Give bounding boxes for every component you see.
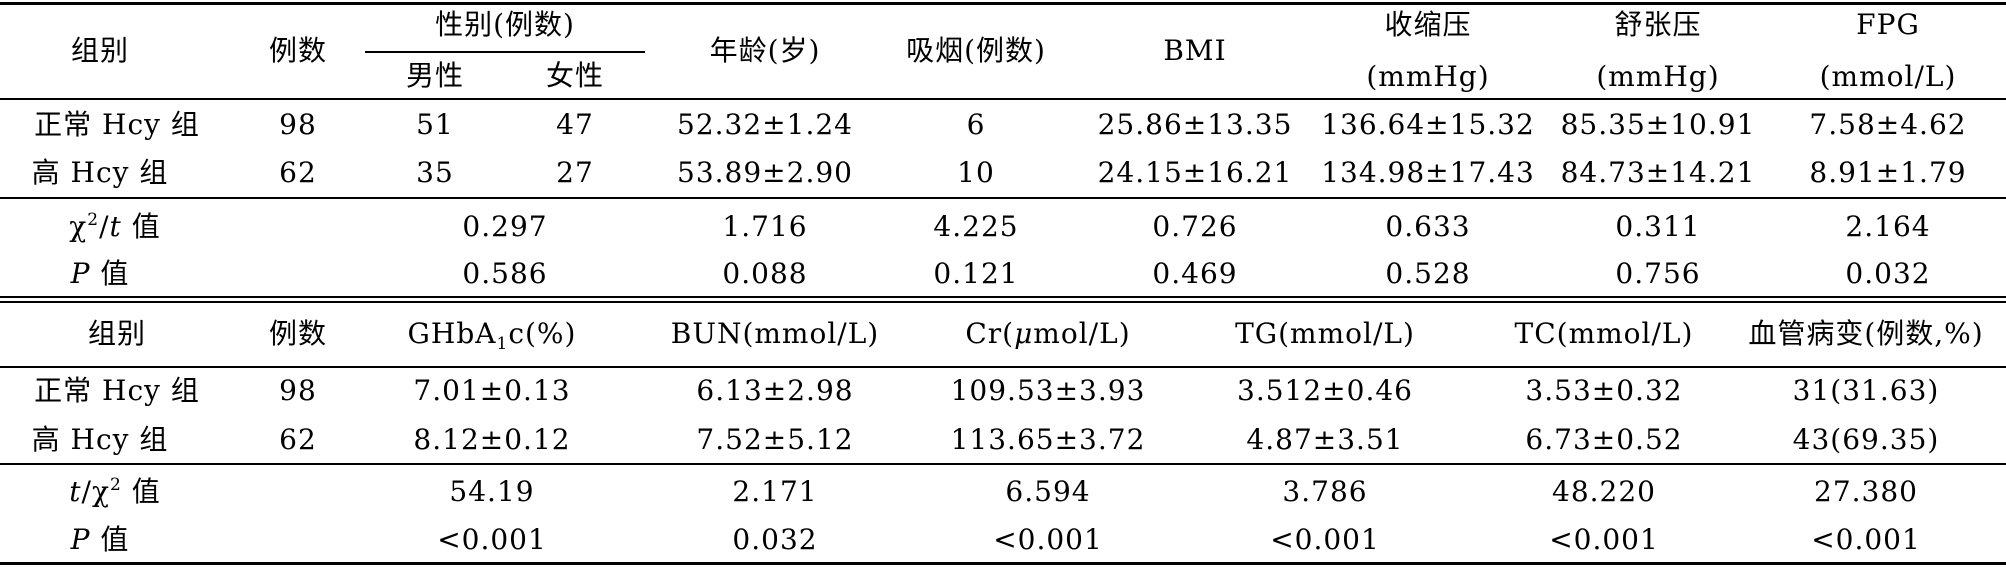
row2-sbp: 134.98±17.43: [1321, 156, 1535, 189]
p1-sbp: 0.528: [1385, 257, 1471, 290]
data-bottom-rule: [0, 197, 2006, 199]
stat1-age: 1.716: [722, 210, 808, 243]
row2-female: 27: [556, 156, 594, 189]
header-dbp-unit: (mmHg): [1596, 60, 1720, 93]
row3-cr: 109.53±3.93: [950, 374, 1146, 407]
row4-bun: 7.52±5.12: [696, 423, 854, 456]
header-sbp-unit: (mmHg): [1366, 60, 1490, 93]
row4-tc: 6.73±0.52: [1525, 423, 1683, 456]
header-bmi: BMI: [1163, 34, 1227, 67]
section-rule-bottom: [0, 301, 2006, 303]
stat1-sbp: 0.633: [1385, 210, 1471, 243]
row1-group: 正常 Hcy 组: [34, 108, 200, 141]
p2-cr: <0.001: [993, 523, 1103, 556]
row1-age: 52.32±1.24: [677, 108, 853, 141]
row3-ghba: 7.01±0.13: [413, 374, 571, 407]
section-rule-top: [0, 296, 2006, 298]
row2-bmi: 24.15±16.21: [1097, 156, 1293, 189]
row2-male: 35: [416, 156, 454, 189]
row3-tc: 3.53±0.32: [1525, 374, 1683, 407]
row1-bmi: 25.86±13.35: [1097, 108, 1293, 141]
p1-age: 0.088: [722, 257, 808, 290]
p1-smoke: 0.121: [933, 257, 1019, 290]
row3-tg: 3.512±0.46: [1237, 374, 1413, 407]
header-count: 例数: [268, 34, 328, 67]
stat2-ghba: 54.19: [449, 475, 535, 508]
sex-header-rule: [365, 51, 645, 53]
header-age: 年龄(岁): [709, 34, 821, 67]
stat2-bun: 2.171: [732, 475, 818, 508]
p2-label: P 值: [70, 523, 130, 556]
data2-bottom-rule: [0, 463, 2006, 465]
p1-sex: 0.586: [462, 257, 548, 290]
header-female: 女性: [545, 59, 605, 92]
row4-group: 高 Hcy 组: [31, 423, 169, 456]
header-sbp: 收缩压: [1384, 8, 1472, 41]
header2-bottom-rule: [0, 366, 2006, 368]
stat2-vasc: 27.380: [1814, 475, 1918, 508]
header2-tg: TG(mmol/L): [1235, 317, 1415, 350]
stat1-smoke: 4.225: [933, 210, 1019, 243]
stat1-dbp: 0.311: [1615, 210, 1701, 243]
row2-dbp: 84.73±14.21: [1560, 156, 1756, 189]
row4-count: 62: [279, 423, 317, 456]
row1-smoke: 6: [966, 108, 986, 141]
stat2-cr: 6.594: [1005, 475, 1091, 508]
row3-group: 正常 Hcy 组: [34, 374, 200, 407]
p2-ghba: <0.001: [437, 523, 547, 556]
stat2-label: t/χ2 值: [69, 475, 161, 508]
p1-dbp: 0.756: [1615, 257, 1701, 290]
p2-tg: <0.001: [1270, 523, 1380, 556]
stat2-tg: 3.786: [1282, 475, 1368, 508]
header2-cr: Cr(μmol/L): [965, 317, 1131, 350]
row2-count: 62: [279, 156, 317, 189]
row3-bun: 6.13±2.98: [696, 374, 854, 407]
row2-fpg: 8.91±1.79: [1809, 156, 1967, 189]
row1-male: 51: [416, 108, 454, 141]
p2-vasc: <0.001: [1811, 523, 1921, 556]
header2-ghba: GHbA1c(%): [407, 317, 577, 354]
row4-tg: 4.87±3.51: [1246, 423, 1404, 456]
header2-tc: TC(mmol/L): [1514, 317, 1694, 350]
stat1-sex: 0.297: [462, 210, 548, 243]
header-fpg-unit: (mmol/L): [1819, 60, 1957, 93]
stat1-bmi: 0.726: [1152, 210, 1238, 243]
p1-bmi: 0.469: [1152, 257, 1238, 290]
row1-female: 47: [556, 108, 594, 141]
header-smoke: 吸烟(例数): [906, 34, 1046, 67]
header-male: 男性: [405, 59, 465, 92]
p2-bun: 0.032: [732, 523, 818, 556]
header2-count: 例数: [268, 317, 328, 350]
header-bottom-rule: [0, 98, 2006, 100]
row2-smoke: 10: [957, 156, 995, 189]
row1-dbp: 85.35±10.91: [1560, 108, 1756, 141]
stat2-tc: 48.220: [1552, 475, 1656, 508]
row2-group: 高 Hcy 组: [31, 156, 169, 189]
row4-ghba: 8.12±0.12: [413, 423, 571, 456]
p1-fpg: 0.032: [1845, 257, 1931, 290]
bottom-rule: [0, 562, 2006, 565]
stat1-fpg: 2.164: [1845, 210, 1931, 243]
row1-sbp: 136.64±15.32: [1321, 108, 1535, 141]
row3-vasc: 31(31.63): [1792, 374, 1940, 407]
row4-vasc: 43(69.35): [1792, 423, 1940, 456]
row1-count: 98: [279, 108, 317, 141]
header2-bun: BUN(mmol/L): [670, 317, 880, 350]
p1-label: P 值: [70, 257, 130, 290]
row1-fpg: 7.58±4.62: [1809, 108, 1967, 141]
header-sex: 性别(例数): [435, 8, 575, 41]
top-rule: [0, 2, 2006, 5]
header-dbp: 舒张压: [1614, 8, 1702, 41]
header-group: 组别: [70, 34, 130, 67]
header-fpg: FPG: [1856, 8, 1920, 41]
p2-tc: <0.001: [1549, 523, 1659, 556]
row4-cr: 113.65±3.72: [950, 423, 1146, 456]
row3-count: 98: [279, 374, 317, 407]
row2-age: 53.89±2.90: [677, 156, 853, 189]
stat1-label: χ2/t 值: [69, 210, 161, 243]
header2-group: 组别: [87, 317, 147, 350]
header2-vasc: 血管病变(例数,%): [1748, 317, 1984, 350]
